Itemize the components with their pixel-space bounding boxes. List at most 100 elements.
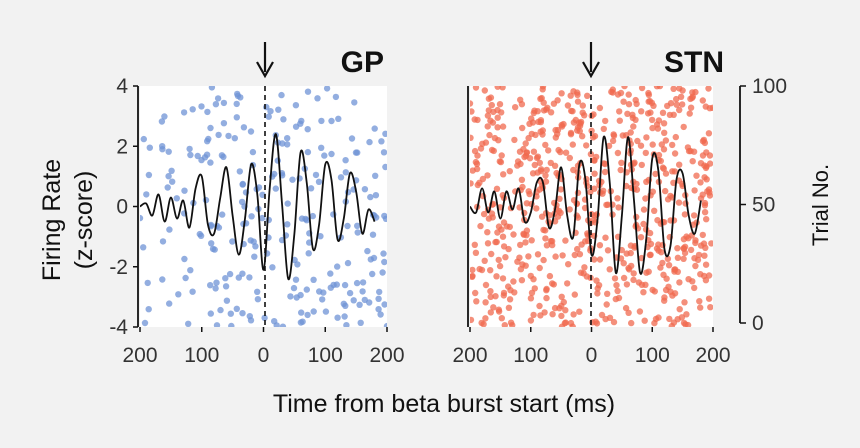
- raster-spike: [233, 114, 240, 121]
- raster-spike: [168, 167, 175, 174]
- raster-spike: [705, 86, 712, 92]
- raster-spike: [361, 186, 369, 193]
- raster-spike: [591, 157, 598, 164]
- raster-spike: [625, 309, 632, 316]
- raster-spike: [337, 174, 345, 181]
- raster-spike: [498, 109, 505, 116]
- raster-spike: [616, 108, 623, 115]
- raster-spike: [627, 129, 634, 136]
- raster-spike: [369, 270, 376, 278]
- raster-spike: [662, 170, 670, 177]
- raster-spike: [284, 141, 291, 148]
- raster-spike: [165, 148, 172, 155]
- raster-spike: [699, 191, 706, 198]
- raster-spike: [310, 276, 317, 283]
- raster-spike: [381, 301, 387, 308]
- raster-spike: [187, 151, 194, 159]
- raster-spike: [664, 196, 672, 203]
- raster-spike: [522, 140, 529, 147]
- raster-spike: [140, 135, 147, 143]
- raster-spike: [480, 210, 488, 218]
- raster-spike: [378, 138, 385, 145]
- raster-spike: [661, 294, 668, 301]
- raster-spike: [678, 314, 686, 321]
- raster-spike: [558, 90, 565, 97]
- raster-spike: [617, 166, 624, 174]
- raster-spike: [604, 290, 611, 297]
- raster-spike: [645, 268, 652, 275]
- raster-spike: [289, 176, 296, 183]
- raster-spike: [667, 100, 675, 107]
- raster-spike: [701, 209, 709, 216]
- raster-spike: [680, 255, 687, 262]
- raster-spike: [372, 192, 380, 199]
- raster-spike: [470, 134, 474, 141]
- raster-spike: [628, 262, 635, 270]
- raster-spike: [271, 318, 278, 325]
- raster-spike: [570, 311, 577, 318]
- raster-spike: [706, 189, 713, 196]
- raster-spike: [490, 304, 497, 311]
- raster-spike: [576, 122, 584, 129]
- raster-spike: [620, 260, 627, 267]
- raster-spike: [304, 148, 312, 156]
- raster-spike: [637, 234, 645, 241]
- raster-spike: [601, 168, 609, 176]
- raster-spike: [342, 302, 349, 309]
- raster-spike: [554, 97, 561, 104]
- raster-spike: [576, 308, 583, 315]
- raster-spike: [267, 108, 274, 115]
- raster-spike: [371, 125, 378, 132]
- raster-spike: [141, 319, 149, 327]
- raster-spike: [604, 247, 612, 254]
- raster-spike: [511, 136, 518, 144]
- x-tick-label: 100: [513, 344, 548, 367]
- raster-spike: [596, 104, 604, 112]
- raster-spike: [510, 231, 517, 238]
- raster-spike: [527, 295, 535, 302]
- raster-spike: [624, 110, 631, 118]
- raster-spike: [670, 319, 678, 326]
- raster-spike: [377, 311, 384, 318]
- raster-spike: [226, 270, 234, 278]
- raster-spike: [214, 95, 222, 102]
- raster-spike: [702, 261, 710, 268]
- raster-spike: [543, 285, 550, 293]
- right-y-axis-label: Trial No.: [808, 164, 833, 246]
- raster-spike: [233, 100, 240, 108]
- raster-spike: [261, 314, 268, 322]
- raster-spike: [707, 304, 713, 311]
- raster-spike: [693, 172, 700, 179]
- raster-spike: [662, 286, 670, 294]
- raster-spike: [571, 291, 578, 298]
- raster-spike: [491, 134, 499, 142]
- raster-spike: [484, 240, 492, 247]
- raster-spike: [702, 277, 710, 284]
- raster-spike: [492, 293, 499, 300]
- raster-spike: [254, 296, 262, 303]
- raster-spike: [649, 141, 656, 148]
- raster-spike: [144, 279, 151, 287]
- raster-spike: [579, 102, 586, 109]
- gp-event-arrow: [256, 42, 274, 79]
- raster-spike: [680, 236, 688, 243]
- raster-spike: [614, 149, 622, 157]
- raster-spike: [578, 241, 585, 248]
- raster-spike: [314, 95, 321, 102]
- raster-spike: [617, 89, 625, 97]
- raster-spike: [566, 206, 573, 213]
- raster-spike: [602, 234, 609, 241]
- raster-spike: [676, 106, 683, 114]
- raster-spike: [280, 116, 287, 123]
- raster-spike: [645, 89, 652, 97]
- raster-spike: [680, 319, 688, 327]
- raster-spike: [683, 311, 690, 318]
- raster-spike: [644, 110, 652, 117]
- raster-spike: [220, 153, 227, 161]
- raster-spike: [484, 123, 491, 130]
- raster-spike: [651, 319, 658, 327]
- raster-spike: [539, 86, 547, 90]
- raster-spike: [487, 288, 494, 295]
- raster-spike: [233, 305, 240, 312]
- raster-spike: [367, 193, 374, 201]
